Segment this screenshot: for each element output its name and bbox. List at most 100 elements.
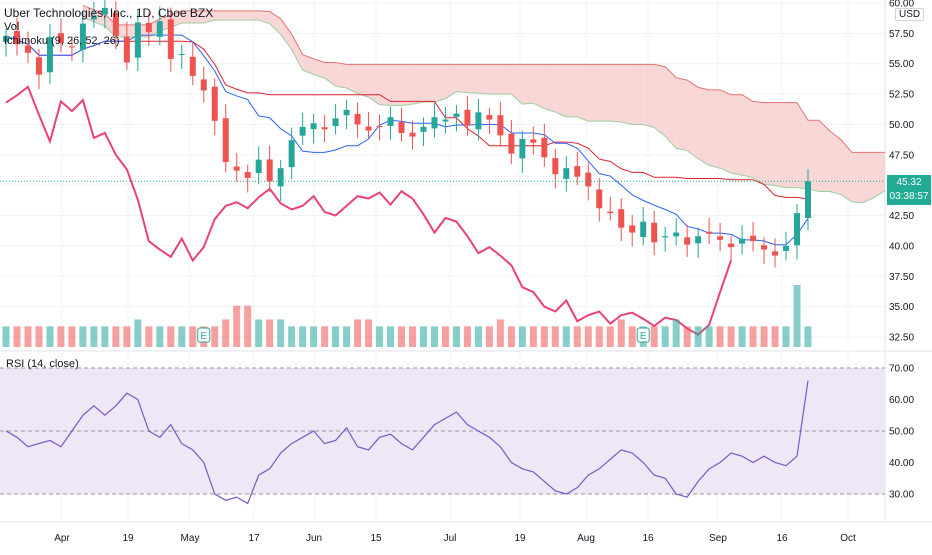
cloud-segment bbox=[840, 139, 852, 202]
time-tick-label: Jul bbox=[444, 533, 457, 544]
volume-bar bbox=[24, 326, 32, 347]
volume-legend[interactable]: Vol bbox=[4, 21, 20, 33]
cloud-segment bbox=[214, 10, 226, 21]
candle-body bbox=[695, 236, 702, 244]
volume-bar bbox=[332, 326, 340, 347]
volume-bar bbox=[672, 319, 680, 347]
candle-body bbox=[90, 16, 97, 20]
volume-bar bbox=[266, 319, 274, 347]
candle-body bbox=[662, 236, 669, 238]
cloud-segment bbox=[236, 10, 248, 21]
rsi-tick-label: 30.00 bbox=[889, 490, 914, 501]
price-tick-label: 57.50 bbox=[889, 29, 914, 40]
volume-bar bbox=[551, 326, 559, 347]
candle-body bbox=[519, 139, 526, 159]
cloud-segment bbox=[632, 64, 644, 125]
cloud-segment bbox=[665, 66, 677, 149]
candle-body bbox=[552, 158, 559, 175]
volume-bar bbox=[496, 319, 504, 347]
volume-bar bbox=[628, 326, 636, 347]
price-tick-label: 55.00 bbox=[889, 59, 914, 70]
cloud-segment bbox=[346, 64, 358, 94]
price-tick-label: 50.00 bbox=[889, 120, 914, 131]
candle-body bbox=[409, 132, 416, 137]
candle-body bbox=[167, 19, 174, 59]
candle-body bbox=[354, 113, 361, 125]
volume-bar bbox=[167, 326, 175, 347]
candle-body bbox=[453, 113, 460, 117]
volume-bar bbox=[79, 326, 87, 347]
volume-bar bbox=[288, 326, 296, 347]
volume-bar bbox=[408, 326, 416, 347]
cloud-segment bbox=[203, 10, 215, 24]
cloud-segment bbox=[753, 101, 765, 185]
cloud-segment bbox=[555, 64, 567, 117]
candle-body bbox=[750, 235, 757, 242]
volume-bar bbox=[2, 326, 10, 347]
cloud-segment bbox=[445, 64, 457, 99]
candle-body bbox=[68, 46, 75, 48]
candle-body bbox=[805, 181, 811, 218]
volume-bar bbox=[749, 326, 757, 347]
rsi-legend[interactable]: RSI (14, close) bbox=[6, 358, 79, 370]
rsi-tick-label: 50.00 bbox=[889, 427, 914, 438]
candle-body bbox=[585, 172, 592, 187]
candle-body bbox=[387, 117, 394, 126]
candle-body bbox=[717, 236, 724, 240]
cloud-segment bbox=[489, 64, 501, 95]
volume-bar bbox=[804, 326, 812, 347]
currency-badge[interactable]: USD bbox=[895, 8, 925, 21]
time-axis: Apr 19 May 17 Jun 15 Jul 19 Aug 16 Sep 16 Oct bbox=[54, 533, 856, 544]
leading-span-b bbox=[82, 4, 885, 153]
cloud-segment bbox=[676, 77, 688, 151]
cloud-segment bbox=[588, 64, 600, 122]
cloud-segment bbox=[291, 33, 303, 71]
candle-body bbox=[431, 117, 438, 129]
volume-bar bbox=[255, 319, 263, 347]
volume-bar bbox=[123, 326, 131, 347]
cloud-segment bbox=[698, 87, 710, 166]
cloud-segment bbox=[775, 102, 787, 188]
cloud-segment bbox=[873, 152, 885, 198]
cloud-segment bbox=[720, 89, 732, 174]
cloud-segment bbox=[247, 10, 259, 21]
cloud-segment bbox=[302, 54, 314, 75]
candle-body bbox=[629, 225, 636, 233]
chart-legend: Uber Technologies, Inc., 1D, Cboe BZX Vo… bbox=[4, 6, 213, 48]
cloud-segment bbox=[280, 18, 292, 50]
time-tick-label: Aug bbox=[577, 533, 595, 544]
cloud-segment bbox=[544, 64, 556, 113]
candle-body bbox=[596, 189, 603, 209]
candle-body bbox=[145, 22, 152, 33]
candle-body bbox=[134, 22, 141, 58]
cloud-segment bbox=[423, 64, 435, 102]
candle-body bbox=[24, 45, 31, 53]
time-tick-label: Jun bbox=[306, 533, 322, 544]
candle-body bbox=[178, 54, 185, 56]
cloud-segment bbox=[797, 102, 808, 189]
ichimoku-legend[interactable]: Ichimoku (9, 26, 52, 26) bbox=[4, 35, 120, 47]
rsi-tick-label: 40.00 bbox=[889, 458, 914, 469]
volume-bar bbox=[112, 326, 120, 347]
earnings-marker: E bbox=[636, 327, 650, 343]
candle-body bbox=[189, 56, 196, 76]
candle-body bbox=[794, 213, 801, 246]
price-tick-label: 37.50 bbox=[889, 272, 914, 283]
candle-body bbox=[464, 109, 471, 126]
cloud-segment bbox=[643, 64, 655, 128]
cloud-segment bbox=[687, 80, 699, 159]
cloud-segment bbox=[401, 64, 413, 106]
volume-bar bbox=[343, 326, 351, 347]
time-tick-label: 19 bbox=[514, 533, 526, 544]
price-tick-label: 47.50 bbox=[889, 150, 914, 161]
volume-bar bbox=[562, 326, 570, 347]
candle-body bbox=[442, 119, 449, 122]
symbol-title[interactable]: Uber Technologies, Inc., 1D, Cboe BZX bbox=[4, 6, 214, 20]
earnings-label: E bbox=[640, 331, 647, 342]
volume-bar bbox=[463, 326, 471, 347]
cloud-segment bbox=[434, 64, 446, 102]
volume-bar bbox=[584, 326, 592, 347]
cloud-segment bbox=[818, 120, 830, 192]
